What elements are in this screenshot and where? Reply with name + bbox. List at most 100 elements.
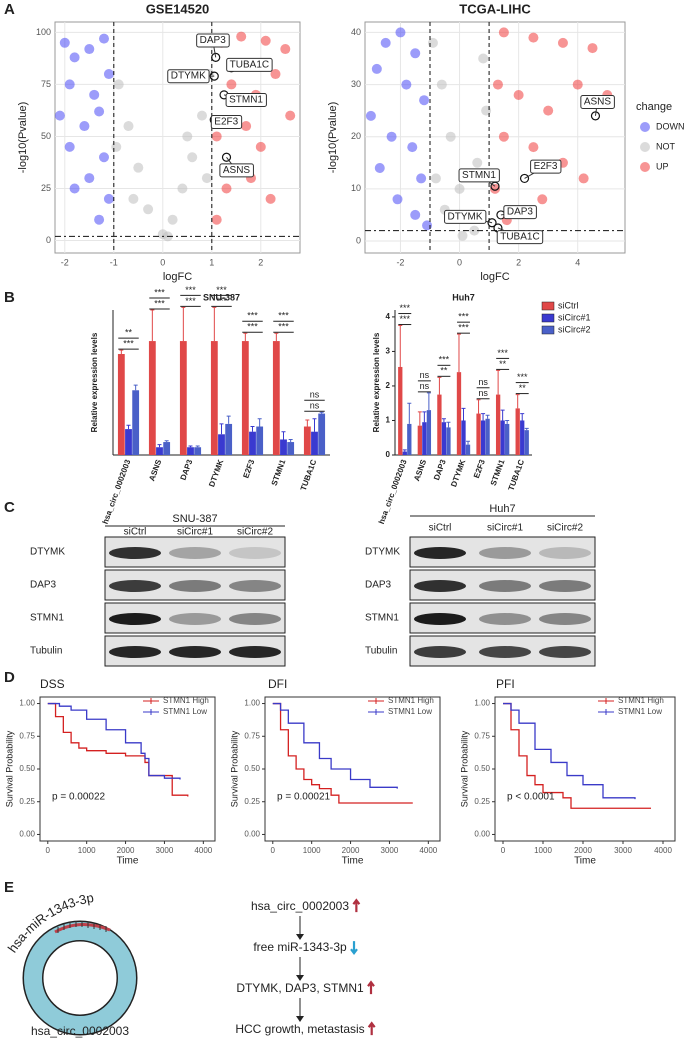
panel-label: B: [4, 289, 15, 306]
significance-label: **: [499, 359, 507, 369]
point: [374, 163, 385, 174]
error-bar: [481, 413, 486, 421]
label-box: [444, 209, 487, 224]
bar: [256, 426, 264, 455]
x-tick-label: E2F3: [472, 458, 487, 480]
significance-label: **: [440, 366, 448, 376]
bar: [398, 366, 403, 455]
x-tick-label: 2: [516, 257, 521, 267]
y-tick-label: 0.50: [474, 764, 490, 773]
bar: [461, 420, 466, 455]
plot-background: [54, 21, 301, 254]
error-bar: [476, 399, 481, 414]
x-tick-label: 1: [209, 257, 214, 267]
blot-band: [109, 646, 161, 658]
highlight-point: [487, 218, 497, 228]
error-bar: [402, 449, 407, 452]
point: [143, 204, 154, 215]
lane-label: siCtrl: [124, 527, 147, 538]
row-label: DTYMK: [30, 547, 65, 558]
error-bar: [505, 419, 510, 424]
blot-title: SNU-387: [172, 513, 217, 525]
point: [410, 48, 421, 59]
x-tick-label: 2000: [574, 846, 592, 855]
point: [498, 27, 509, 38]
point: [79, 121, 90, 132]
y-tick-label: 1.00: [474, 699, 490, 708]
point: [430, 173, 441, 184]
legend-label: siCirc#2: [558, 324, 591, 334]
label-box: [530, 159, 562, 174]
error-bar: [250, 426, 255, 432]
error-bar: [305, 419, 310, 427]
error-bar: [441, 418, 446, 423]
p-value: p = 0.00021: [277, 792, 331, 803]
point: [478, 53, 489, 64]
survival-curve: [272, 702, 413, 804]
blot-band: [539, 580, 591, 592]
label-box: [580, 95, 615, 110]
y-tick-label: 1.00: [244, 699, 260, 708]
blot-band: [229, 547, 281, 559]
x-tick-label: -1: [110, 257, 118, 267]
significance-label: ns: [478, 388, 488, 398]
y-tick-label: 0: [356, 235, 361, 245]
highlight-point: [519, 173, 530, 184]
significance-label: ***: [185, 296, 196, 306]
blot-band: [229, 646, 281, 658]
x-tick-label: 2000: [117, 846, 135, 855]
error-bar: [281, 431, 286, 440]
flow-step: HCC growth, metastasis: [235, 1022, 364, 1036]
row-label: DTYMK: [365, 547, 400, 558]
blot-band: [414, 580, 466, 592]
significance-label: ns: [420, 370, 430, 380]
point: [587, 43, 598, 54]
error-bar: [188, 445, 193, 448]
significance-label: ***: [247, 322, 258, 332]
y-tick-label: 1: [386, 416, 391, 425]
point: [557, 37, 568, 48]
point: [410, 209, 421, 220]
gene-label: E2F3: [214, 116, 238, 127]
row-label: DAP3: [30, 580, 57, 591]
bar: [456, 372, 462, 455]
error-bar: [164, 440, 169, 443]
point: [457, 230, 468, 241]
mirna-strand: [54, 923, 111, 934]
legend-label: STMN1 High: [388, 696, 434, 705]
x-tick-label: 1000: [78, 846, 96, 855]
point: [492, 79, 503, 90]
point: [99, 152, 109, 163]
point: [123, 121, 134, 132]
gene-label: E2F3: [534, 161, 558, 172]
point: [89, 89, 100, 100]
lane-label: siCirc#1: [487, 523, 524, 534]
significance-label: ***: [439, 355, 450, 365]
point: [201, 173, 212, 184]
point: [513, 90, 524, 101]
point: [128, 193, 139, 204]
y-tick-label: 0: [46, 235, 51, 245]
x-tick-label: ASNS: [147, 458, 163, 483]
point: [422, 220, 433, 231]
legend-label: STMN1 Low: [618, 707, 662, 716]
label-box: [225, 92, 267, 107]
chart-title: SNU-387: [203, 292, 240, 302]
bar: [441, 422, 447, 455]
error-bar: [466, 440, 471, 445]
row-label: STMN1: [365, 613, 399, 624]
point: [64, 79, 75, 90]
bar: [218, 434, 225, 455]
x-tick-label: E2F3: [241, 458, 256, 480]
legend-swatch: [368, 698, 384, 704]
panel-label: E: [4, 879, 14, 896]
flow-step: DTYMK, DAP3, STMN1: [236, 981, 364, 995]
y-tick-label: 0.00: [244, 830, 260, 839]
blot-band: [539, 646, 591, 658]
y-axis-label: Relative expression levels: [90, 332, 99, 432]
circrna-ring: [24, 922, 136, 1034]
bar: [179, 341, 187, 455]
bar: [225, 423, 233, 455]
error-bar: [133, 384, 138, 391]
gene-label: STMN1: [229, 94, 263, 105]
